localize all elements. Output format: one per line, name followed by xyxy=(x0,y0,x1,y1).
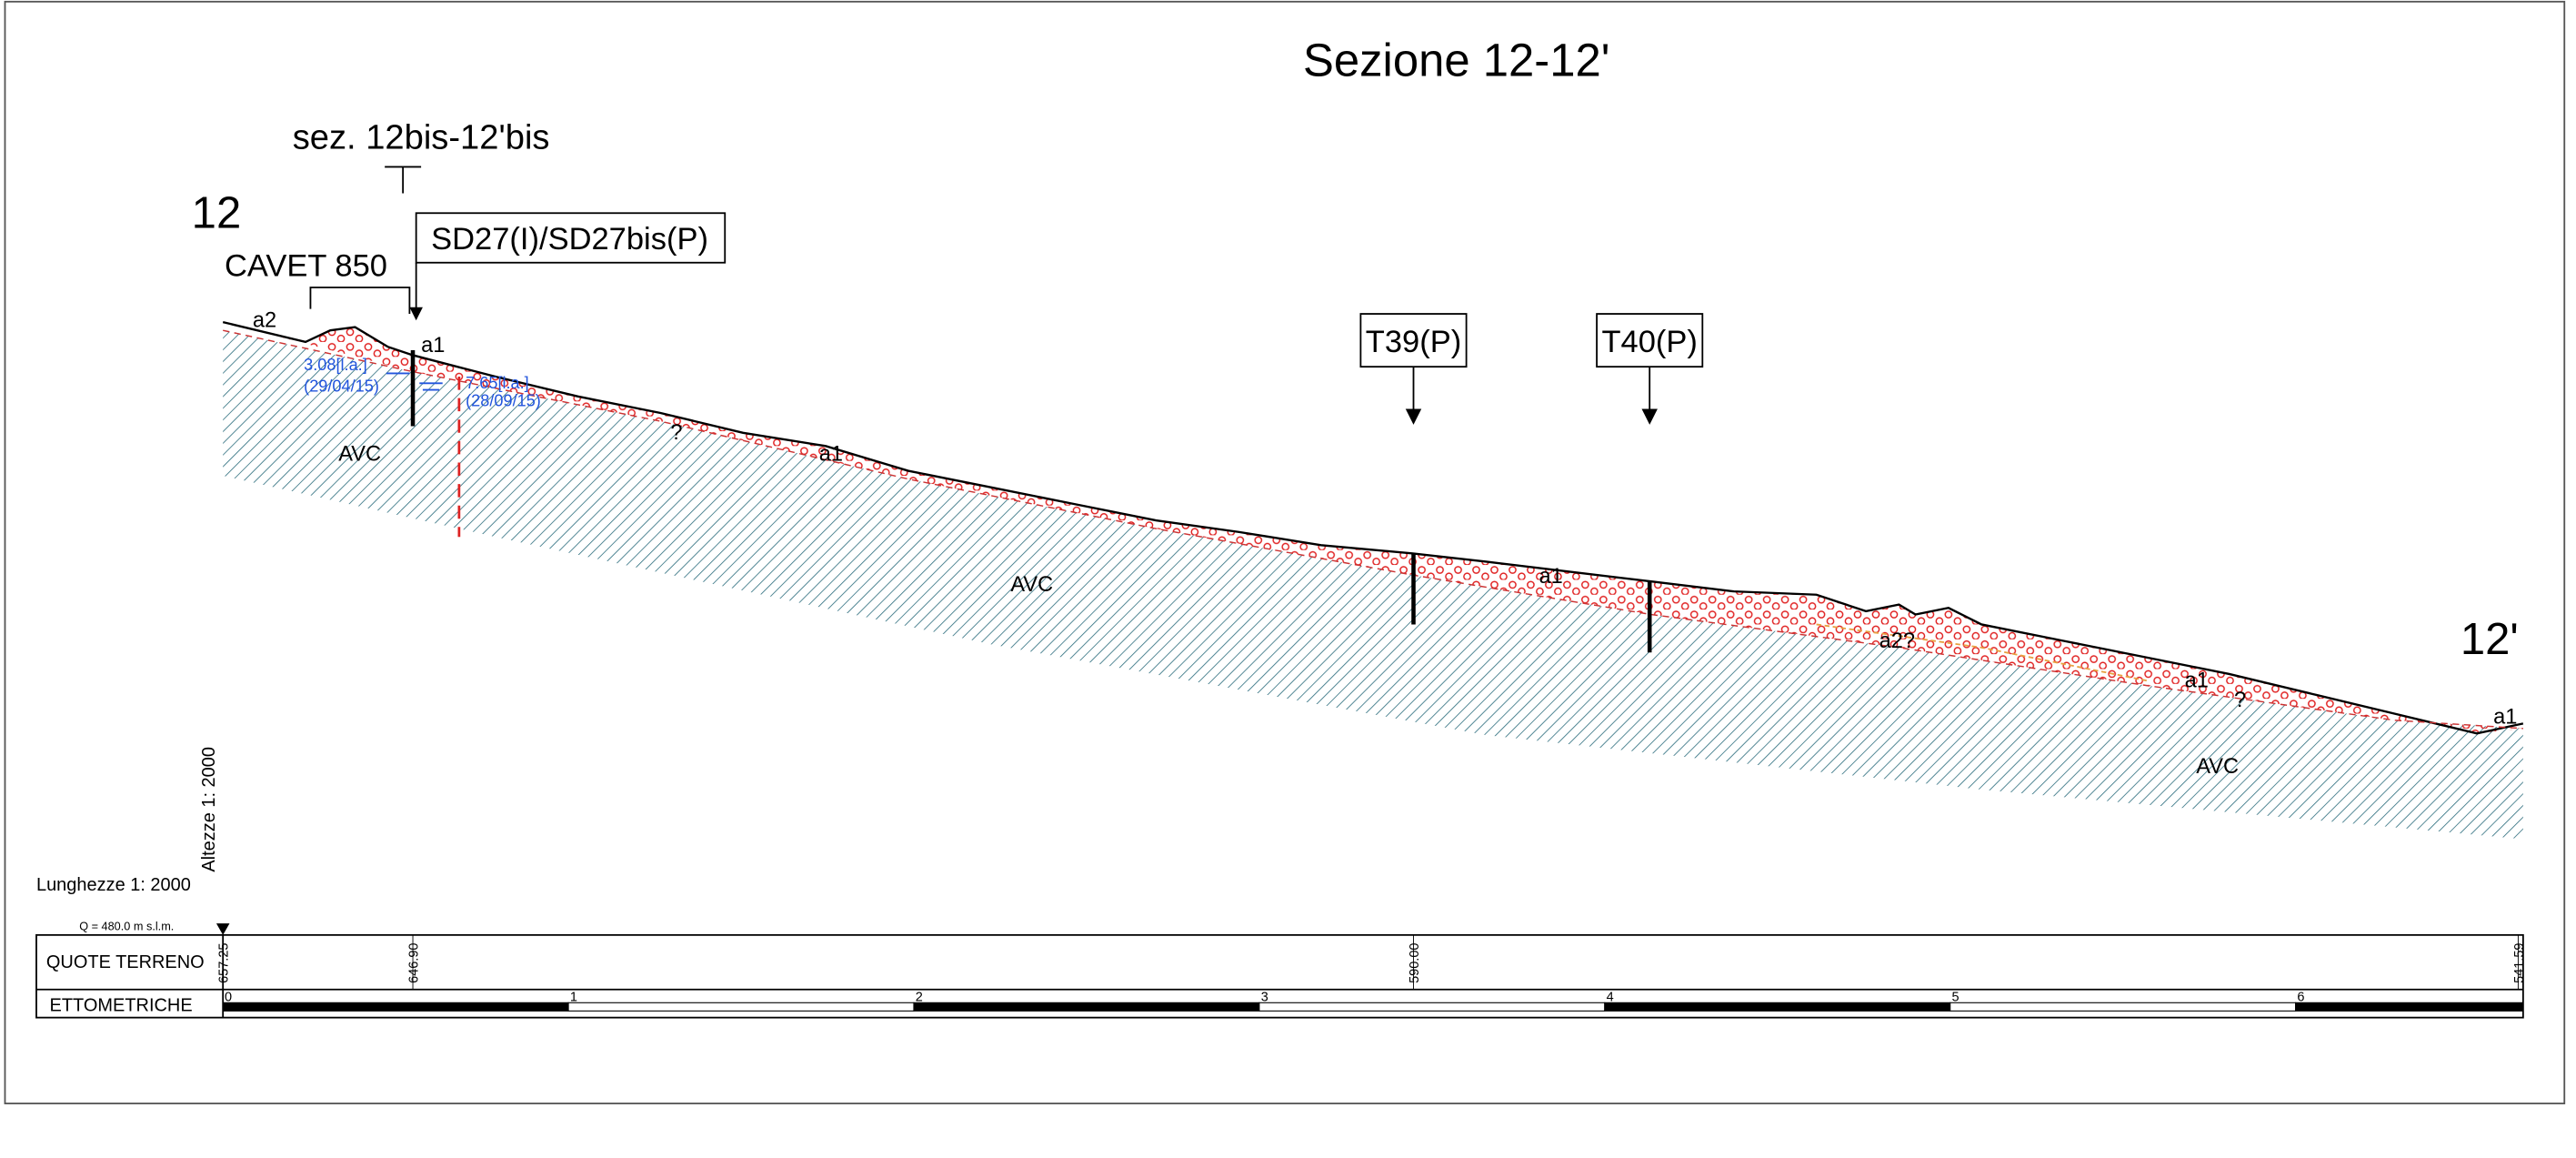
start-label: 12 xyxy=(192,189,242,238)
elevation: 590.00 xyxy=(1408,943,1422,983)
unit-label: a2 xyxy=(253,309,276,333)
water-date: (28/09/15) xyxy=(466,392,541,410)
unit-label: a1 xyxy=(1539,565,1563,589)
end-label: 12' xyxy=(2461,615,2519,664)
cavet-bracket xyxy=(309,287,411,315)
water-symbol xyxy=(386,372,443,391)
water-depth: 7.65[l.a.] xyxy=(466,374,529,392)
borehole-arrow xyxy=(1405,367,1422,425)
cavet-label: CAVET 850 xyxy=(225,248,387,283)
elevation: 541.59 xyxy=(2512,943,2527,983)
hectometer-label: 1 xyxy=(570,990,577,1004)
hectometer-segment xyxy=(2295,1002,2524,1012)
datum-marker xyxy=(216,923,230,935)
row-label: ETTOMETRICHE xyxy=(50,995,193,1015)
borehole-label: T40(P) xyxy=(1601,325,1697,359)
frame xyxy=(4,0,2566,1104)
borehole-arrow xyxy=(1641,367,1658,425)
hectometer-segment xyxy=(567,1002,915,1012)
datum: Q = 480.0 m s.l.m. xyxy=(79,919,174,932)
unit-label: ? xyxy=(2234,689,2246,712)
length-scale: Lunghezze 1: 2000 xyxy=(36,875,191,895)
unit-label: a1 xyxy=(819,443,843,467)
hectometer-bar: 0 1 2 3 4 5 6 xyxy=(222,990,2524,1012)
borehole-box xyxy=(1596,313,1704,368)
row-label: QUOTE TERRENO xyxy=(46,952,205,972)
profile-table xyxy=(35,933,2524,1019)
ground-profile xyxy=(222,320,2524,735)
unit-label: a1 xyxy=(2185,669,2209,692)
height-scale: Altezze 1: 2000 xyxy=(199,747,219,872)
hectometer-segment xyxy=(1258,1002,1606,1012)
borehole-box xyxy=(1359,313,1468,368)
unit-label: a2? xyxy=(1879,629,1915,653)
borehole xyxy=(410,349,1652,653)
borehole-label: T39(P) xyxy=(1366,325,1461,359)
water-depth: 3.08[l.a.] xyxy=(304,356,367,374)
section-marker xyxy=(385,166,422,194)
title: Sezione 12-12' xyxy=(1303,35,1610,86)
hectometer-label: 2 xyxy=(916,990,923,1004)
elevation: 657.25 xyxy=(217,943,232,983)
hectometer-label: 6 xyxy=(2297,990,2304,1004)
hectometer-label: 0 xyxy=(225,990,232,1004)
avc-layer xyxy=(223,330,2523,840)
unit-label: AVC xyxy=(1010,573,1053,597)
hectometer-label: 3 xyxy=(1261,990,1268,1004)
unit-label: a1 xyxy=(2493,705,2517,729)
a1-layer xyxy=(223,322,2523,734)
unit-label: AVC xyxy=(2196,755,2239,779)
elevation-labels: 657.25 646.90 590.00 541.59 xyxy=(217,934,2527,990)
hectometer-segment xyxy=(1950,1002,2297,1012)
water-date: (29/04/15) xyxy=(304,377,379,395)
elevation: 646.90 xyxy=(406,943,421,983)
hectometer-label: 4 xyxy=(1607,990,1614,1004)
cross-section-label: sez. 12bis-12'bis xyxy=(293,117,550,156)
borehole-box xyxy=(415,212,727,264)
unit-label: ? xyxy=(670,421,682,445)
hectometer-segment xyxy=(1604,1002,1951,1012)
hectometer-segment xyxy=(913,1002,1260,1012)
hectometer-segment xyxy=(222,1002,569,1012)
a2-contact xyxy=(1816,623,2147,682)
unit-label: a1 xyxy=(421,334,445,357)
unit-label: AVC xyxy=(338,443,381,467)
borehole-label: SD27(I)/SD27bis(P) xyxy=(431,222,708,257)
arrow-head xyxy=(409,307,423,321)
hectometer-label: 5 xyxy=(1952,990,1960,1004)
